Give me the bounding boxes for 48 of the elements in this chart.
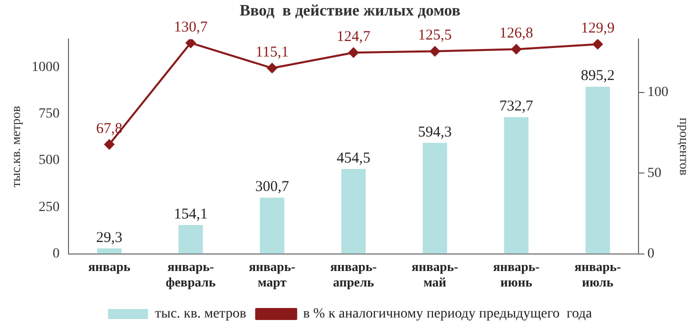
y2-tick-label: 0 bbox=[647, 246, 654, 262]
data-label: 129,9 bbox=[580, 20, 615, 37]
y2-tick-label: 100 bbox=[647, 85, 668, 100]
bar bbox=[504, 117, 529, 254]
y-tick-label: 0 bbox=[52, 246, 60, 262]
data-label: 126,8 bbox=[499, 26, 534, 42]
bar bbox=[585, 86, 610, 254]
data-label: 130,7 bbox=[174, 19, 208, 36]
y2-tick-label: 50 bbox=[647, 166, 662, 181]
data-label: 895,2 bbox=[580, 68, 615, 84]
data-label: 454,5 bbox=[336, 150, 370, 166]
x-tick-label: январь-апрель bbox=[330, 258, 377, 290]
x-tick-label: январь-март bbox=[248, 258, 296, 290]
x-tick-label: январь-май bbox=[412, 258, 458, 290]
bar bbox=[97, 248, 122, 254]
data-label: 125,5 bbox=[418, 28, 452, 44]
y-tick-label: 500 bbox=[38, 153, 60, 168]
data-label: 300,7 bbox=[255, 179, 290, 196]
bar bbox=[260, 198, 284, 254]
data-label: 29,3 bbox=[96, 230, 122, 246]
y-tick-label: 250 bbox=[38, 200, 60, 215]
point bbox=[186, 39, 196, 48]
point bbox=[267, 63, 278, 74]
x-tick-label: январь bbox=[88, 258, 130, 274]
data-label: 115,1 bbox=[256, 44, 289, 61]
y-tick-label: 1000 bbox=[32, 60, 60, 75]
y2-axis-title: процентов bbox=[676, 118, 692, 176]
y-axis-title: тыс.кв. метров bbox=[8, 106, 24, 188]
bar bbox=[178, 225, 203, 254]
bar bbox=[341, 168, 366, 254]
data-label: 594,3 bbox=[418, 124, 452, 140]
x-tick-label: январь-февраль bbox=[166, 258, 216, 290]
point bbox=[592, 39, 603, 50]
chart-title: Ввод в действие жилых домов bbox=[240, 2, 461, 20]
point bbox=[430, 46, 440, 56]
data-label: 124,7 bbox=[336, 29, 371, 46]
point bbox=[348, 48, 358, 58]
data-label: 154,1 bbox=[174, 206, 208, 222]
x-tick-label: январь-июнь bbox=[493, 258, 540, 290]
y-tick-label: 750 bbox=[38, 106, 60, 122]
bar bbox=[422, 142, 448, 254]
legend-label: тыс. кв. метров bbox=[155, 306, 247, 322]
point bbox=[104, 139, 114, 150]
point bbox=[511, 44, 522, 54]
data-label: 732,7 bbox=[499, 98, 534, 115]
legend-label: в % к аналогичному периоду предыдущего года bbox=[303, 306, 593, 322]
x-tick-label: январь-июль bbox=[574, 258, 621, 290]
data-label: 67,8 bbox=[96, 120, 122, 137]
